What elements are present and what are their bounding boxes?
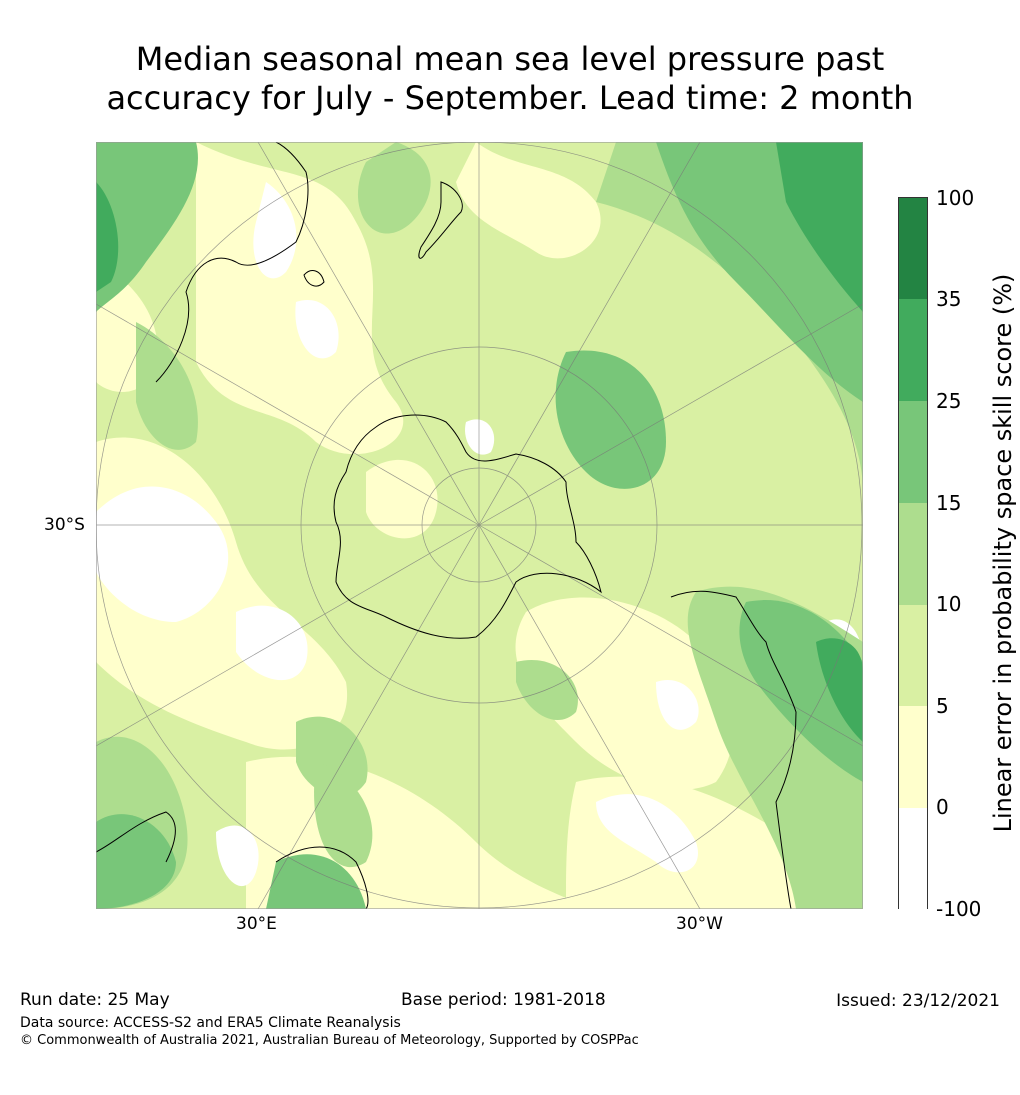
- lon-label-30e: 30°E: [236, 914, 277, 934]
- new-zealand-coast: [418, 181, 463, 259]
- south-africa-coast: [275, 846, 369, 909]
- chart-title: Median seasonal mean sea level pressure …: [0, 40, 1020, 118]
- colorbar-tick: 0: [936, 795, 949, 819]
- colorbar-tick: 5: [936, 694, 949, 718]
- australia-coast: [155, 142, 309, 383]
- south-america-coast: [670, 590, 797, 909]
- lon-label-30w: 30°W: [676, 914, 723, 934]
- coastlines: [96, 142, 797, 909]
- run-date: Run date: 25 May: [20, 990, 170, 1010]
- colorbar-bin-0-5: [899, 706, 927, 808]
- colorbar-bin-10-15: [899, 503, 927, 605]
- colorbar-label: Linear error in probability space skill …: [989, 273, 1017, 833]
- copyright: © Commonwealth of Australia 2021, Austra…: [20, 1033, 639, 1048]
- colorbar-bin-neg: [899, 808, 927, 910]
- data-source: Data source: ACCESS-S2 and ERA5 Climate …: [20, 1015, 401, 1031]
- colorbar-bin-25-35: [899, 299, 927, 401]
- colorbar-tick: -100: [936, 897, 982, 921]
- colorbar-bin-5-10: [899, 605, 927, 706]
- colorbar-tick: 100: [936, 186, 975, 210]
- polar-map: [96, 142, 863, 909]
- colorbar-tick: 15: [936, 491, 962, 515]
- base-period: Base period: 1981-2018: [401, 990, 606, 1010]
- colorbar-bin-15-25: [899, 401, 927, 503]
- title-line-2: accuracy for July - September. Lead time…: [106, 79, 914, 117]
- lat-label-30s: 30°S: [44, 515, 85, 535]
- issued-date: Issued: 23/12/2021: [836, 991, 1000, 1011]
- tasmania-coast: [303, 270, 325, 287]
- colorbar: [898, 197, 928, 910]
- graticule: [96, 142, 863, 909]
- skill-band-negative: [96, 182, 863, 887]
- antarctica-coast: [333, 414, 602, 639]
- title-line-1: Median seasonal mean sea level pressure …: [135, 40, 885, 78]
- skill-band-25-35: [96, 142, 863, 742]
- colorbar-tick: 35: [936, 287, 962, 311]
- colorbar-tick: 10: [936, 592, 962, 616]
- colorbar-tick: 25: [936, 389, 962, 413]
- colorbar-bin-35-100: [899, 198, 927, 299]
- southern-africa-coast: [96, 811, 176, 863]
